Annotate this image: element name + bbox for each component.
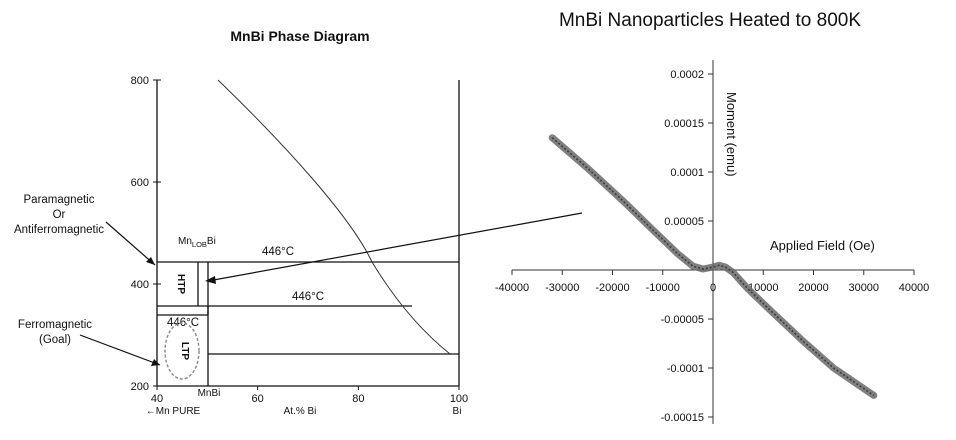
svg-text:Ferromagnetic: Ferromagnetic <box>18 319 92 331</box>
mh-xlabel: Applied Field (Oe) <box>770 238 875 253</box>
mh-x-ticks: -40000 -30000 -20000 -10000 0 10000 20000 30000… <box>495 270 929 294</box>
mh-y-tick-label: 0.00005 <box>664 216 704 228</box>
connector-arrow <box>205 212 583 284</box>
ltp-highlight-circle <box>164 322 200 380</box>
phase-y-tick-label: 800 <box>131 75 149 87</box>
phase-x-tick-label: 80 <box>352 393 364 405</box>
mh-y-tick-label: 0.0001 <box>670 167 704 179</box>
phase-x-tick-label: 60 <box>252 393 264 405</box>
mnlobi-label: MnLOBBi <box>178 236 216 249</box>
mh-chart-title: MnBi Nanoparticles Heated to 800K <box>559 10 861 31</box>
svg-text:Or: Or <box>53 209 66 221</box>
mh-x-tick-label: -40000 <box>495 282 529 294</box>
phase-y-tick-label: 200 <box>131 381 149 393</box>
mh-y-tick-label: 0.00015 <box>664 118 704 130</box>
phase-x-tick-label: 100 <box>450 393 468 405</box>
mnbi-axis-label: MnBi <box>198 388 221 399</box>
mh-x-tick-label: 20000 <box>798 282 829 294</box>
mh-x-tick-label: 10000 <box>748 282 779 294</box>
phase-diagram-title: MnBi Phase Diagram <box>230 28 369 44</box>
phase-x-tick-label: 40 <box>151 393 163 405</box>
paramagnetic-annotation: Paramagnetic Or Antiferromagnetic <box>14 194 156 266</box>
phase-x-ticks: 40 60 80 100 <box>151 386 468 405</box>
mh-x-tick-label: -20000 <box>595 282 629 294</box>
mh-y-ticks: 0.0002 0.00015 0.0001 0.00005 -0.00005 -0.000… <box>661 69 713 424</box>
phase-diagram: MnBi Phase Diagram 200 400 600 800 40 60 80 10… <box>14 28 468 417</box>
mn-pure-label: ←Mn PURE <box>146 406 201 417</box>
liquidus-curve <box>217 79 451 355</box>
mh-data-line <box>551 137 875 397</box>
mh-y-tick-label: 0.0002 <box>670 69 704 81</box>
svg-text:Antiferromagnetic: Antiferromagnetic <box>14 224 104 236</box>
svg-text:(Goal): (Goal) <box>39 334 71 346</box>
phase-xlabel: At.% Bi <box>284 406 317 417</box>
mh-y-tick-label: -0.0001 <box>667 363 704 375</box>
isotherm-label-2: 446°C <box>292 291 324 303</box>
mh-x-tick-label: -10000 <box>646 282 680 294</box>
mh-y-tick-label: -0.00005 <box>661 314 704 326</box>
ltp-label: LTP <box>179 342 190 360</box>
bi-label: Bi <box>453 406 462 417</box>
htp-label: HTP <box>175 274 186 294</box>
isotherm-label-1: 446°C <box>262 246 294 258</box>
mh-x-tick-label: 0 <box>710 282 716 294</box>
ferromagnetic-annotation: Ferromagnetic (Goal) <box>18 319 161 366</box>
mh-x-tick-label: 40000 <box>899 282 930 294</box>
mh-y-tick-label: -0.00015 <box>661 412 704 424</box>
phase-y-tick-label: 600 <box>131 177 149 189</box>
mh-x-tick-label: 30000 <box>848 282 879 294</box>
svg-text:Paramagnetic: Paramagnetic <box>24 194 95 206</box>
mh-ylabel: Moment (emu) <box>724 92 739 177</box>
mh-x-tick-label: -30000 <box>545 282 579 294</box>
phase-y-ticks: 200 400 600 800 <box>131 75 161 393</box>
phase-y-tick-label: 400 <box>131 279 149 291</box>
mh-chart: MnBi Nanoparticles Heated to 800K -40000… <box>495 10 929 424</box>
mh-series <box>548 134 878 399</box>
isotherm-label-3: 446°C <box>167 317 199 329</box>
